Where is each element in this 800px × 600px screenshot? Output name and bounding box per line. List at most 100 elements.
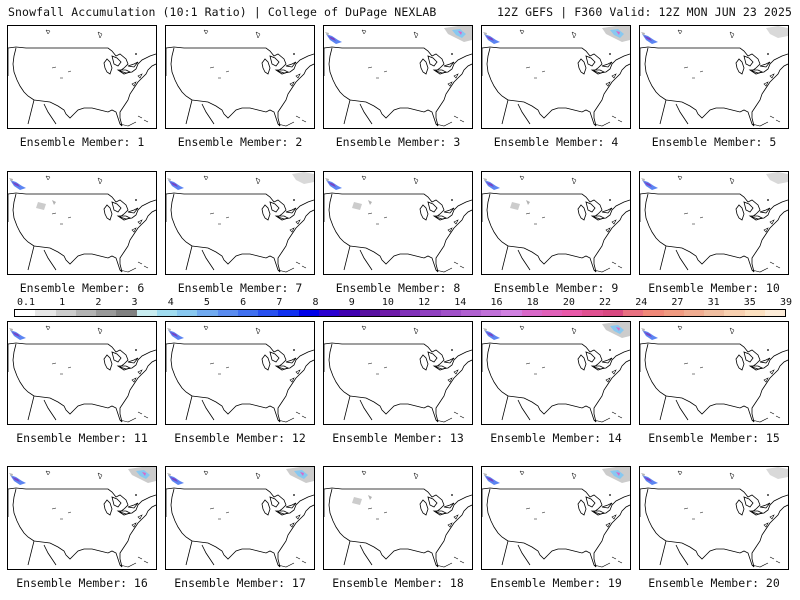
colorbar-tick-label: 0.1 <box>16 297 36 308</box>
colorbar-segment <box>460 310 482 316</box>
colorbar-tick-label: 1 <box>59 297 66 308</box>
us-basemap <box>324 26 472 127</box>
map-title: Snowfall Accumulation (10:1 Ratio) | Col… <box>8 5 437 19</box>
colorbar-tick-label: 20 <box>562 297 575 308</box>
ensemble-member-map <box>165 25 315 129</box>
us-basemap <box>166 29 314 127</box>
colorbar-tick-label: 12 <box>418 297 431 308</box>
ensemble-member-label: Ensemble Member: 6 <box>19 281 145 295</box>
us-basemap <box>640 467 788 568</box>
ensemble-member-map <box>639 25 789 129</box>
colorbar-tick-label: 24 <box>635 297 648 308</box>
ensemble-member-label: Ensemble Member: 10 <box>648 281 780 295</box>
colorbar-tick-label: 3 <box>131 297 138 308</box>
colorbar-tick-label: 2 <box>95 297 102 308</box>
ensemble-member-label: Ensemble Member: 5 <box>651 135 777 149</box>
ensemble-member-map <box>481 171 631 275</box>
us-basemap <box>482 467 630 568</box>
colorbar-segment <box>521 310 542 316</box>
ensemble-member-map <box>323 321 473 425</box>
us-basemap <box>166 467 314 568</box>
ensemble-member-label: Ensemble Member: 9 <box>493 281 619 295</box>
colorbar-tick-label: 22 <box>599 297 612 308</box>
us-basemap <box>324 175 472 273</box>
colorbar-tick-label: 16 <box>490 297 503 308</box>
ensemble-member-map <box>165 171 315 275</box>
colorbar-tick-label: 10 <box>381 297 394 308</box>
colorbar-segment <box>136 310 157 316</box>
ensemble-member-map <box>639 321 789 425</box>
colorbar-tick-label: 31 <box>707 297 720 308</box>
colorbar-segment <box>683 310 705 316</box>
colorbar-segment <box>440 310 461 316</box>
ensemble-member-map <box>7 25 157 129</box>
us-basemap <box>8 325 156 423</box>
ensemble-member-map <box>165 321 315 425</box>
ensemble-member-label: Ensemble Member: 20 <box>648 576 780 590</box>
ensemble-member-label: Ensemble Member: 16 <box>16 576 148 590</box>
colorbar-tick-label: 5 <box>203 297 210 308</box>
us-basemap <box>324 325 472 423</box>
ensemble-member-label: Ensemble Member: 18 <box>332 576 464 590</box>
colorbar-segment <box>400 310 421 316</box>
colorbar-tick-label: 14 <box>454 297 467 308</box>
ensemble-member-label: Ensemble Member: 8 <box>335 281 461 295</box>
colorbar-segment <box>704 310 725 316</box>
colorbar-tick-label: 39 <box>779 297 793 308</box>
ensemble-member-map <box>639 466 789 570</box>
colorbar-segment <box>663 310 684 316</box>
colorbar-segment <box>643 310 664 316</box>
colorbar-segment <box>237 310 259 316</box>
ensemble-member-label: Ensemble Member: 1 <box>19 135 145 149</box>
colorbar-segment <box>602 310 623 316</box>
ensemble-member-map <box>323 25 473 129</box>
colorbar-segment <box>258 310 279 316</box>
colorbar-segment <box>96 310 117 316</box>
colorbar-tick-label: 18 <box>526 297 539 308</box>
us-basemap <box>640 26 788 127</box>
colorbar-segment <box>15 310 36 316</box>
colorbar-segment <box>420 310 441 316</box>
colorbar-segment <box>339 310 360 316</box>
us-basemap <box>8 29 156 127</box>
ensemble-member-label: Ensemble Member: 14 <box>490 431 622 445</box>
us-basemap <box>482 175 630 273</box>
ensemble-member-map <box>7 171 157 275</box>
ensemble-member-map <box>481 321 631 425</box>
ensemble-member-label: Ensemble Member: 12 <box>174 431 306 445</box>
colorbar-segment <box>278 310 299 316</box>
us-basemap <box>8 175 156 273</box>
ensemble-member-label: Ensemble Member: 4 <box>493 135 619 149</box>
colorbar-segment <box>541 310 563 316</box>
us-basemap <box>640 325 788 423</box>
us-basemap <box>166 172 314 273</box>
colorbar-segment <box>197 310 218 316</box>
us-basemap <box>640 172 788 273</box>
colorbar-segment <box>177 310 198 316</box>
ensemble-member-label: Ensemble Member: 17 <box>174 576 306 590</box>
us-basemap <box>482 322 630 423</box>
ensemble-member-label: Ensemble Member: 3 <box>335 135 461 149</box>
colorbar-segment <box>481 310 502 316</box>
ensemble-member-map <box>7 321 157 425</box>
us-basemap <box>8 467 156 568</box>
colorbar-segment <box>562 310 583 316</box>
ensemble-member-map <box>323 171 473 275</box>
run-valid-time: 12Z GEFS | F360 Valid: 12Z MON JUN 23 20… <box>497 5 792 19</box>
colorbar-segment <box>379 310 401 316</box>
ensemble-member-map <box>481 466 631 570</box>
ensemble-member-label: Ensemble Member: 11 <box>16 431 148 445</box>
colorbar-tick-label: 27 <box>671 297 684 308</box>
us-basemap <box>324 470 472 568</box>
colorbar-segment <box>622 310 644 316</box>
ensemble-member-label: Ensemble Member: 2 <box>177 135 303 149</box>
colorbar-labels: 0.1 1 2 3 4 5 6 7 8 9 10 12 14 16 18 20 22 24 27 31 35 39 <box>14 297 792 309</box>
colorbar-tick-label: 6 <box>240 297 247 308</box>
ensemble-member-label: Ensemble Member: 19 <box>490 576 622 590</box>
colorbar-segment <box>75 310 97 316</box>
colorbar-segment <box>156 310 178 316</box>
ensemble-member-label: Ensemble Member: 7 <box>177 281 303 295</box>
ensemble-member-map <box>639 171 789 275</box>
ensemble-member-map <box>165 466 315 570</box>
colorbar-segment <box>35 310 56 316</box>
